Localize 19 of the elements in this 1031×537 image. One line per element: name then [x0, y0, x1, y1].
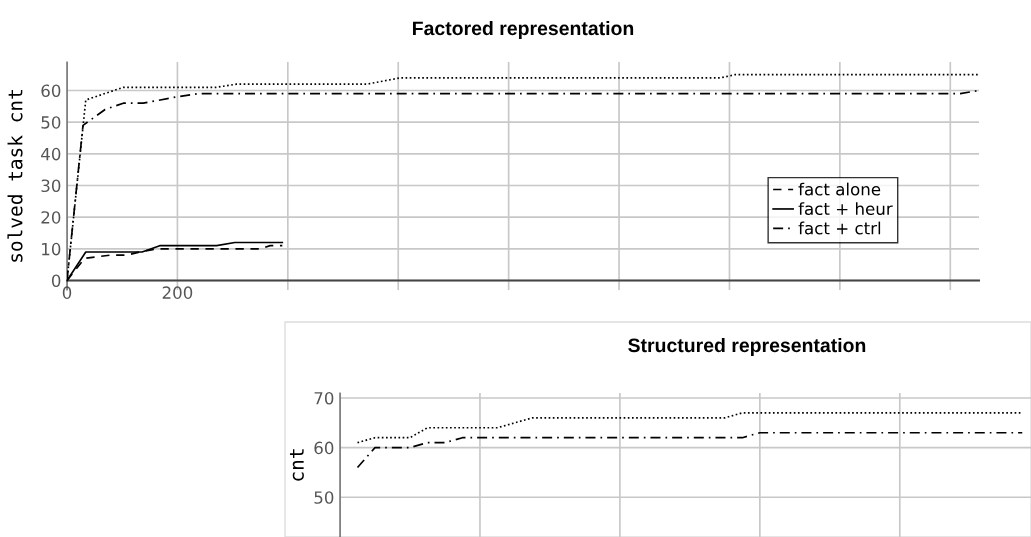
y-tick-label: 0: [51, 274, 61, 288]
line-series: [356, 431, 1024, 469]
y-tick-label: 60: [314, 441, 334, 455]
y-tick-label: 70: [314, 391, 334, 405]
y-tick-label: 50: [41, 116, 61, 129]
y-tick-label: 40: [41, 147, 61, 161]
y-tick-label: 30: [41, 179, 61, 193]
chart-title: Factored representation: [413, 20, 634, 40]
y-tick-label: 50: [314, 491, 334, 504]
y-tick-label: 10: [42, 242, 61, 256]
legend-label: fact + ctrl: [798, 221, 881, 235]
y-axis-title: solved task cnt: [7, 90, 23, 262]
chart-title: Structured representation: [628, 337, 866, 357]
y-axis-title: cnt: [289, 449, 304, 481]
y-tick-label: 20: [41, 211, 61, 224]
legend-label: fact alone: [798, 182, 881, 196]
x-tick-label: 200: [162, 286, 193, 299]
y-tick-label: 60: [41, 84, 61, 98]
legend-label: fact + heur: [798, 202, 893, 216]
